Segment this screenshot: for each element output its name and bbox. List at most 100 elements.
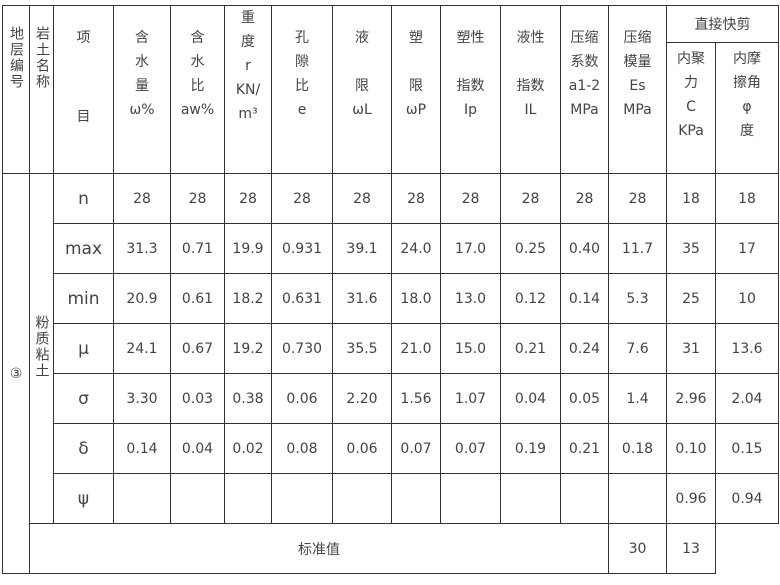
cell-value: 0.02: [224, 423, 272, 474]
cell-value: 0.21: [560, 423, 609, 474]
cell-value: 31.6: [332, 273, 392, 324]
cell-value: 0.14: [560, 273, 609, 324]
cell-value: 0.61: [170, 273, 225, 324]
cell-value: 0.94: [715, 473, 779, 524]
cell-value: 15.0: [440, 323, 501, 374]
header-soil-name: 岩土名称: [29, 5, 54, 174]
cell-value: 1.4: [608, 373, 667, 424]
cell-value: 28: [224, 173, 272, 224]
cell-value: 19.9: [224, 223, 272, 274]
cell-value: 18.0: [391, 273, 441, 324]
cell-value: 28: [391, 173, 441, 224]
cell-value: 30: [608, 523, 667, 574]
cell-value: 28: [170, 173, 225, 224]
cell-value: [440, 473, 501, 524]
cell-value: 18.2: [224, 273, 272, 324]
cell-value: 0.96: [666, 473, 716, 524]
cell-value: 28: [608, 173, 667, 224]
table-row: max 31.3 0.71 19.9 0.931 39.1 24.0 17.0 0.25 0.40…: [3, 223, 779, 274]
header-col: 液 限 ωL: [332, 5, 392, 174]
cell-value: 20.9: [113, 273, 171, 324]
cell-value: 13.0: [440, 273, 501, 324]
cell-value: 28: [560, 173, 609, 224]
table-row: σ 3.30 0.03 0.38 0.06 2.20 1.56 1.07 0.04 0.05 1.4…: [3, 373, 779, 424]
cell-value: 1.07: [440, 373, 501, 424]
row-label: δ: [53, 423, 114, 474]
cell-value: 24.1: [113, 323, 171, 374]
header-col: 塑性 指数 Ip: [440, 5, 501, 174]
header-col: 塑 限 ωP: [391, 5, 441, 174]
cell-value: 2.96: [666, 373, 716, 424]
cell-value: 35: [666, 223, 716, 274]
cell-value: 0.931: [271, 223, 333, 274]
cell-value: 0.10: [666, 423, 716, 474]
cell-value: 0.40: [560, 223, 609, 274]
row-label: μ: [53, 323, 114, 374]
cell-value: 18: [715, 173, 779, 224]
header-item: 项目: [53, 5, 114, 174]
cell-value: 19.2: [224, 323, 272, 374]
header-col: 液性 指数 IL: [500, 5, 561, 174]
header-col: 压缩 模量 Es MPa: [608, 5, 667, 174]
cell-value: 13: [666, 523, 716, 574]
cell-value: 0.03: [170, 373, 225, 424]
cell-value: 0.08: [271, 423, 333, 474]
cell-value: 0.07: [391, 423, 441, 474]
header-layer-no: 地层编号: [2, 5, 30, 174]
cell-value: [224, 473, 272, 524]
header-col: 压缩 系数 a1-2 MPa: [560, 5, 609, 174]
header-shear-group: 直接快剪: [666, 5, 779, 43]
cell-value: 35.5: [332, 323, 392, 374]
cell-value: [500, 473, 561, 524]
header-col: 含 水 比 aw%: [170, 5, 225, 174]
layer-no: ③: [2, 173, 30, 574]
cell-value: 31.3: [113, 223, 171, 274]
cell-value: 0.14: [113, 423, 171, 474]
cell-value: [271, 473, 333, 524]
standard-row: 标准值 30 13: [3, 523, 779, 574]
row-label: max: [53, 223, 114, 274]
cell-value: 24.0: [391, 223, 441, 274]
table-row: δ 0.14 0.04 0.02 0.08 0.06 0.07 0.07 0.19 0.21 0.1…: [3, 423, 779, 474]
cell-value: 0.04: [170, 423, 225, 474]
cell-value: 0.06: [332, 423, 392, 474]
standard-label: 标准值: [29, 523, 609, 574]
cell-value: [170, 473, 225, 524]
cell-value: 1.56: [391, 373, 441, 424]
cell-value: 2.20: [332, 373, 392, 424]
cell-value: 17.0: [440, 223, 501, 274]
cell-value: 0.71: [170, 223, 225, 274]
cell-value: 0.38: [224, 373, 272, 424]
soil-statistics-table: 地层编号 岩土名称 项目 含 水 量 ω% 含 水 比 aw% 重 度 r KN…: [2, 5, 779, 574]
cell-value: 39.1: [332, 223, 392, 274]
cell-value: 3.30: [113, 373, 171, 424]
row-label: σ: [53, 373, 114, 424]
cell-value: 7.6: [608, 323, 667, 374]
cell-value: [113, 473, 171, 524]
header-col: 重 度 r KN/ m³: [224, 5, 272, 174]
soil-name: 粉质粘土: [29, 173, 54, 524]
table-row: ψ 0.96 0.94: [3, 473, 779, 524]
cell-value: 21.0: [391, 323, 441, 374]
cell-value: 28: [332, 173, 392, 224]
cell-value: 18: [666, 173, 716, 224]
header-col: 含 水 量 ω%: [113, 5, 171, 174]
cell-value: 0.12: [500, 273, 561, 324]
cell-value: 0.06: [271, 373, 333, 424]
header-cohesion: 内聚 力 C KPa: [666, 42, 716, 174]
cell-value: 13.6: [715, 323, 779, 374]
row-label: n: [53, 173, 114, 224]
cell-value: 11.7: [608, 223, 667, 274]
row-label: ψ: [53, 473, 114, 524]
cell-value: 28: [440, 173, 501, 224]
cell-value: 0.04: [500, 373, 561, 424]
table-row: min 20.9 0.61 18.2 0.631 31.6 18.0 13.0 0.12 0.14…: [3, 273, 779, 324]
cell-value: 28: [500, 173, 561, 224]
cell-value: 0.05: [560, 373, 609, 424]
cell-value: 28: [271, 173, 333, 224]
cell-value: 28: [113, 173, 171, 224]
cell-value: 0.24: [560, 323, 609, 374]
cell-value: [332, 473, 392, 524]
cell-value: 0.15: [715, 423, 779, 474]
cell-value: 0.25: [500, 223, 561, 274]
